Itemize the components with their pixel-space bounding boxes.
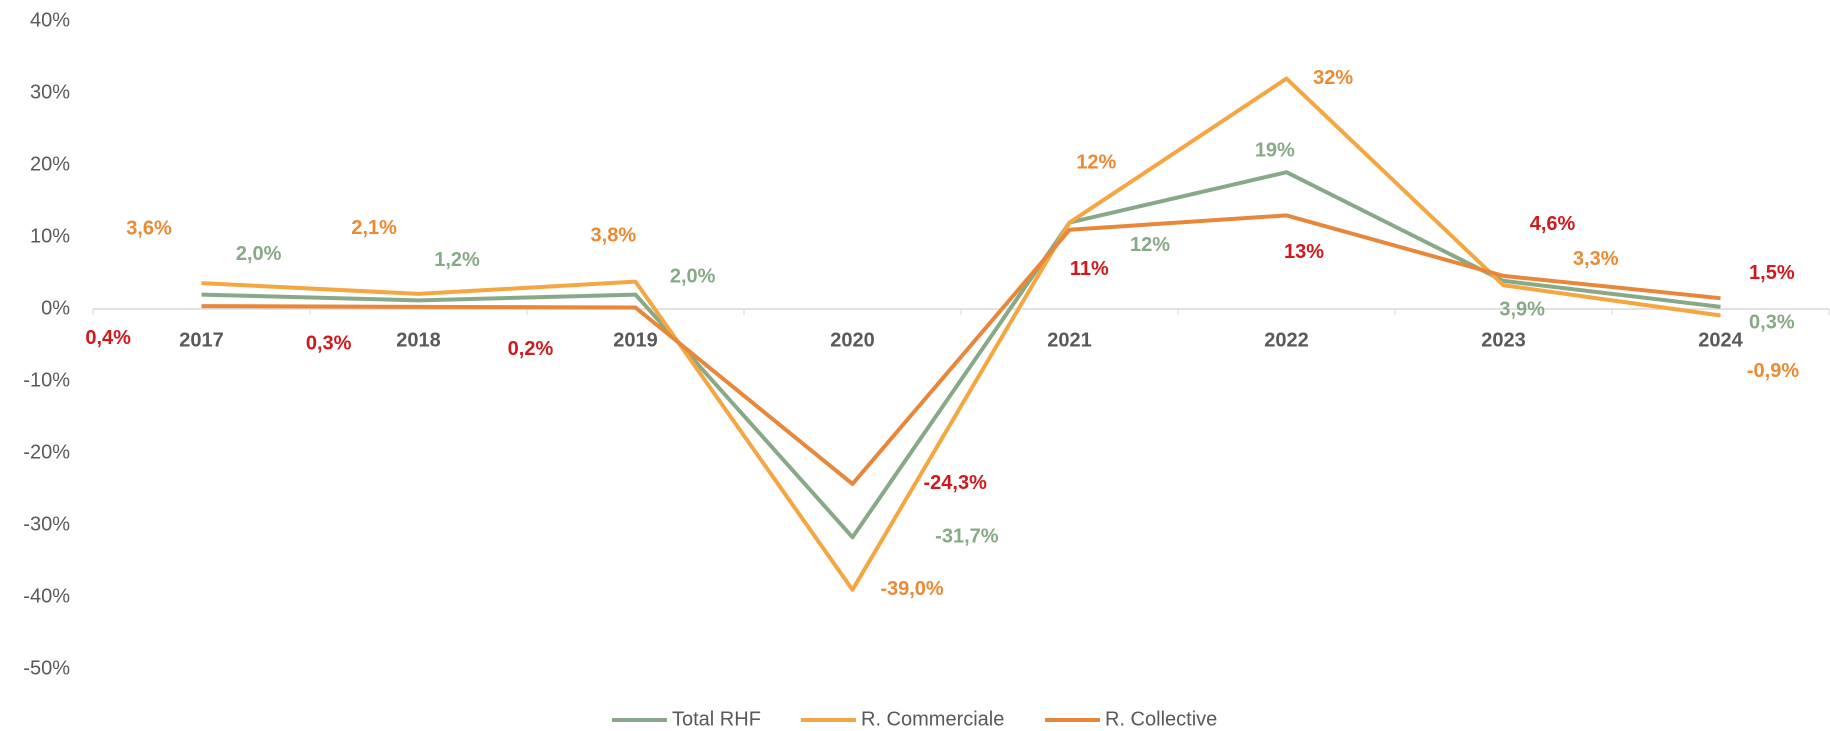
- data-label: 19%: [1255, 139, 1295, 161]
- data-label: -24,3%: [924, 472, 988, 494]
- x-tick-label: 2019: [613, 329, 658, 351]
- legend-label: R. Commerciale: [861, 708, 1004, 730]
- y-tick-label: 10%: [30, 225, 70, 247]
- legend: Total RHF R. Commerciale R. Collective: [612, 708, 1217, 730]
- data-label: 3,6%: [126, 218, 172, 240]
- y-tick-label: -50%: [23, 657, 70, 679]
- data-label: 3,3%: [1573, 248, 1619, 270]
- x-tick-label: 2022: [1264, 329, 1309, 351]
- y-tick-label: -30%: [23, 513, 70, 535]
- x-tick-label: 2024: [1698, 329, 1743, 351]
- x-tick-label: 2018: [396, 329, 441, 351]
- data-label: 3,9%: [1499, 298, 1545, 320]
- x-tick-label: 2021: [1047, 329, 1092, 351]
- data-label: 2,0%: [670, 265, 716, 287]
- data-label: 13%: [1284, 241, 1324, 263]
- data-label: 3,8%: [591, 224, 637, 246]
- y-tick-label: 40%: [30, 9, 70, 31]
- y-tick-label: -10%: [23, 369, 70, 391]
- data-label: 12%: [1130, 234, 1170, 256]
- data-label: -39,0%: [880, 578, 944, 600]
- series-line: [201, 170, 1721, 540]
- data-label: 1,2%: [434, 249, 480, 271]
- data-label: 2,0%: [236, 243, 282, 265]
- legend-label: R. Collective: [1105, 708, 1217, 730]
- x-tick-label: 2023: [1481, 329, 1526, 351]
- data-label: 0,4%: [85, 327, 131, 349]
- data-label: 0,3%: [1749, 311, 1795, 333]
- data-label: 2,1%: [351, 217, 397, 239]
- x-tick-label: 2020: [830, 329, 875, 351]
- series-line: [201, 213, 1721, 486]
- series-line: [201, 76, 1721, 592]
- data-label: 0,3%: [306, 332, 352, 354]
- data-label: 32%: [1313, 67, 1353, 89]
- y-tick-label: -40%: [23, 585, 70, 607]
- y-tick-label: 20%: [30, 153, 70, 175]
- data-label: 11%: [1070, 258, 1109, 280]
- y-tick-label: -20%: [23, 441, 70, 463]
- data-label: 1,5%: [1749, 262, 1795, 284]
- data-label: 0,2%: [508, 338, 554, 360]
- data-label: -31,7%: [935, 526, 999, 548]
- data-label: 4,6%: [1530, 213, 1576, 235]
- y-tick-label: 30%: [30, 81, 70, 103]
- data-label: 12%: [1076, 151, 1116, 173]
- legend-label: Total RHF: [672, 708, 761, 730]
- data-label: -0,9%: [1747, 360, 1799, 382]
- x-tick-label: 2017: [179, 329, 224, 351]
- y-tick-label: 0%: [41, 297, 70, 319]
